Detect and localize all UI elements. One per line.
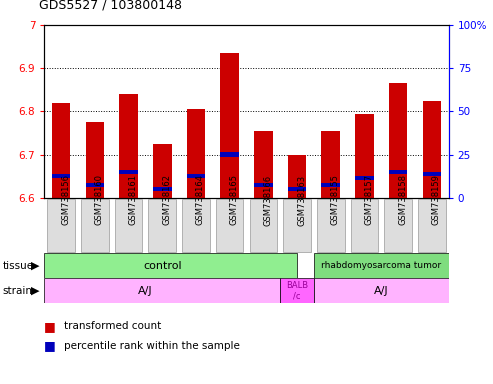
Bar: [220, 53, 239, 198]
Bar: [288, 154, 306, 198]
Text: GSM738160: GSM738160: [95, 174, 104, 225]
Bar: [389, 170, 407, 174]
FancyBboxPatch shape: [148, 199, 176, 252]
Text: GSM738157: GSM738157: [364, 174, 373, 225]
Text: GSM738166: GSM738166: [263, 174, 272, 225]
Text: GSM738165: GSM738165: [230, 174, 239, 225]
Bar: [423, 101, 441, 198]
Bar: [119, 170, 138, 174]
FancyBboxPatch shape: [351, 199, 378, 252]
Text: control: control: [143, 261, 181, 271]
Text: GSM738159: GSM738159: [432, 175, 441, 225]
Text: GSM738155: GSM738155: [331, 175, 340, 225]
Text: ▶: ▶: [31, 261, 39, 271]
Text: rhabdomyosarcoma tumor: rhabdomyosarcoma tumor: [321, 262, 441, 270]
Text: ▶: ▶: [31, 286, 39, 296]
Text: GSM738164: GSM738164: [196, 174, 205, 225]
Text: percentile rank within the sample: percentile rank within the sample: [64, 341, 240, 351]
Text: GSM738163: GSM738163: [297, 174, 306, 225]
Bar: [220, 152, 239, 157]
FancyBboxPatch shape: [283, 199, 311, 252]
Text: GSM738156: GSM738156: [61, 174, 70, 225]
Bar: [254, 131, 273, 198]
Bar: [52, 174, 70, 178]
FancyBboxPatch shape: [314, 278, 449, 303]
Bar: [86, 183, 104, 187]
FancyBboxPatch shape: [44, 253, 297, 278]
Text: strain: strain: [2, 286, 33, 296]
Text: GSM738162: GSM738162: [162, 174, 171, 225]
Text: GSM738158: GSM738158: [398, 174, 407, 225]
Bar: [321, 183, 340, 187]
Bar: [187, 174, 205, 178]
Text: GSM738161: GSM738161: [129, 174, 138, 225]
FancyBboxPatch shape: [314, 253, 449, 278]
FancyBboxPatch shape: [280, 278, 314, 303]
Bar: [355, 176, 374, 180]
Bar: [288, 187, 306, 191]
Bar: [52, 103, 70, 198]
Bar: [153, 144, 172, 198]
Text: A/J: A/J: [138, 286, 153, 296]
Bar: [153, 187, 172, 191]
FancyBboxPatch shape: [47, 199, 75, 252]
Bar: [254, 183, 273, 187]
Text: ■: ■: [44, 339, 56, 352]
FancyBboxPatch shape: [44, 278, 280, 303]
Bar: [86, 122, 104, 198]
Text: tissue: tissue: [2, 261, 34, 271]
Bar: [355, 114, 374, 198]
FancyBboxPatch shape: [249, 199, 277, 252]
Text: A/J: A/J: [374, 286, 388, 296]
Bar: [423, 172, 441, 176]
FancyBboxPatch shape: [216, 199, 244, 252]
FancyBboxPatch shape: [182, 199, 210, 252]
FancyBboxPatch shape: [317, 199, 345, 252]
Bar: [321, 131, 340, 198]
FancyBboxPatch shape: [115, 199, 142, 252]
FancyBboxPatch shape: [418, 199, 446, 252]
Text: BALB
/c: BALB /c: [286, 281, 308, 301]
Text: ■: ■: [44, 320, 56, 333]
Text: GDS5527 / 103800148: GDS5527 / 103800148: [39, 0, 182, 12]
FancyBboxPatch shape: [81, 199, 109, 252]
FancyBboxPatch shape: [384, 199, 412, 252]
Text: transformed count: transformed count: [64, 321, 161, 331]
Bar: [389, 83, 407, 198]
Bar: [187, 109, 205, 198]
Bar: [119, 94, 138, 198]
